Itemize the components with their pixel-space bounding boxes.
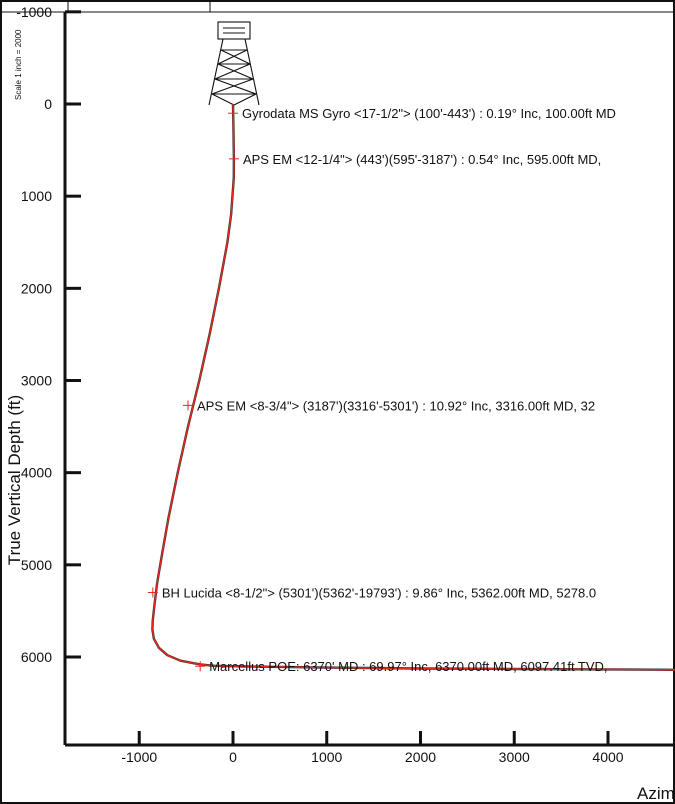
y-tick-label: 2000	[21, 280, 52, 296]
y-tick-label: -1000	[16, 4, 52, 20]
series-layer	[151, 103, 675, 672]
y-tick-label: 1000	[21, 188, 52, 204]
x-tick-label: 0	[229, 749, 237, 765]
x-tick-label: -1000	[121, 749, 157, 765]
scale-note: Scale 1 inch = 2000	[14, 29, 23, 100]
x-axis-label: Azim	[637, 784, 675, 803]
x-tick-label: 1000	[311, 749, 342, 765]
y-tick-label: 4000	[21, 465, 52, 481]
annotation-label: BH Lucida <8-1/2"> (5301')(5362'-19793')…	[162, 585, 596, 600]
annotation-label: APS EM <12-1/4"> (443')(595'-3187') : 0.…	[243, 152, 601, 167]
x-tick-label: 2000	[405, 749, 436, 765]
y-tick-label: 6000	[21, 649, 52, 665]
y-axis-label: True Vertical Depth (ft)	[5, 395, 24, 565]
series-line	[151, 103, 675, 671]
drilling-rig-icon	[208, 21, 260, 106]
y-tick-label: 5000	[21, 557, 52, 573]
annotation-layer: Gyrodata MS Gyro <17-1/2"> (100'-443') :…	[147, 106, 616, 674]
x-ticks: -1000 0 1000 2000 3000 4000	[121, 731, 624, 765]
x-tick-label: 4000	[592, 749, 623, 765]
annotation-label: APS EM <8-3/4"> (3187')(3316'-5301') : 1…	[197, 398, 595, 413]
y-tick-label: 0	[44, 96, 52, 112]
x-tick-label: 3000	[499, 749, 530, 765]
annotation-label: Gyrodata MS Gyro <17-1/2"> (100'-443') :…	[242, 106, 616, 121]
y-tick-label: 3000	[21, 373, 52, 389]
annotation-label: Marcellus POE: 6370' MD : 69.97° Inc, 63…	[209, 659, 607, 674]
y-ticks: -1000 0 1000 2000 3000 4000 5000 6000	[16, 4, 81, 665]
